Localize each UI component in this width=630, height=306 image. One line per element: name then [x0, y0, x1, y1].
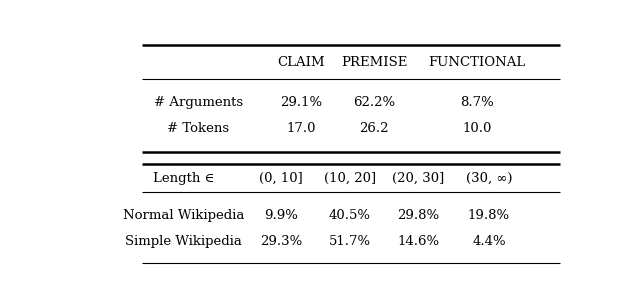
Text: 19.8%: 19.8%: [468, 209, 510, 222]
Text: 17.0: 17.0: [286, 122, 316, 135]
Text: 26.2: 26.2: [359, 122, 389, 135]
Text: 51.7%: 51.7%: [329, 235, 371, 248]
Text: CLAIM: CLAIM: [277, 56, 324, 69]
Text: (30, ∞): (30, ∞): [466, 172, 512, 185]
Text: 29.1%: 29.1%: [280, 96, 322, 109]
Text: 62.2%: 62.2%: [353, 96, 395, 109]
Text: 9.9%: 9.9%: [265, 209, 299, 222]
Text: 10.0: 10.0: [462, 122, 491, 135]
Text: # Arguments: # Arguments: [154, 96, 243, 109]
Text: Simple Wikipedia: Simple Wikipedia: [125, 235, 242, 248]
Text: 14.6%: 14.6%: [397, 235, 439, 248]
Text: 29.8%: 29.8%: [397, 209, 439, 222]
Text: (10, 20]: (10, 20]: [324, 172, 375, 185]
Text: 4.4%: 4.4%: [472, 235, 506, 248]
Text: PREMISE: PREMISE: [341, 56, 408, 69]
Text: 29.3%: 29.3%: [260, 235, 302, 248]
Text: 8.7%: 8.7%: [460, 96, 493, 109]
Text: (20, 30]: (20, 30]: [392, 172, 444, 185]
Text: Normal Wikipedia: Normal Wikipedia: [123, 209, 244, 222]
Text: FUNCTIONAL: FUNCTIONAL: [428, 56, 525, 69]
Text: # Tokens: # Tokens: [168, 122, 229, 135]
Text: (0, 10]: (0, 10]: [260, 172, 303, 185]
Text: 40.5%: 40.5%: [329, 209, 370, 222]
Text: Length ∈: Length ∈: [153, 172, 214, 185]
